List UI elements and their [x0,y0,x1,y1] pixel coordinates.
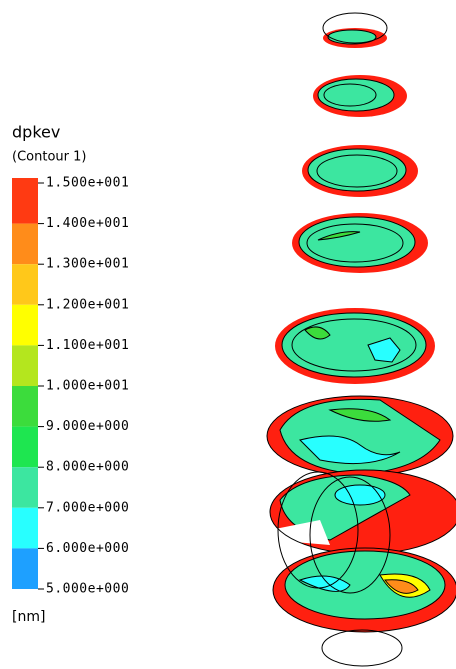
legend-title: dpkev [12,123,60,142]
colorbar: 1.500e+001 1.400e+001 1.300e+001 1.200e+001… [12,176,129,597]
tick-label: 6.000e+000 [46,541,129,556]
color-band [12,467,38,508]
tick-label: 1.200e+001 [46,297,129,312]
tick-label: 1.000e+001 [46,379,129,394]
legend-subtitle: (Contour 1) [12,150,86,165]
tick-label: 7.000e+000 [46,500,129,515]
model [267,13,456,666]
tick-label: 1.300e+001 [46,257,129,272]
color-band [12,508,38,549]
legend-unit: [nm] [12,609,45,625]
color-band [12,224,38,265]
tick-label: 1.400e+001 [46,216,129,231]
tick-label: 8.000e+000 [46,460,129,475]
tick-label: 9.000e+000 [46,419,129,434]
color-band [12,548,38,589]
color-band [12,264,38,305]
viewer: dpkev (Contour 1) [nm] 1.500e+001 1.400e+… [0,0,456,669]
tick-label: 1.500e+001 [46,176,129,191]
color-band [12,178,38,224]
tick-label: 1.100e+001 [46,338,129,353]
color-band [12,427,38,468]
color-band [12,345,38,386]
color-band [12,305,38,346]
tick-label: 5.000e+000 [46,582,129,597]
color-band [12,386,38,427]
